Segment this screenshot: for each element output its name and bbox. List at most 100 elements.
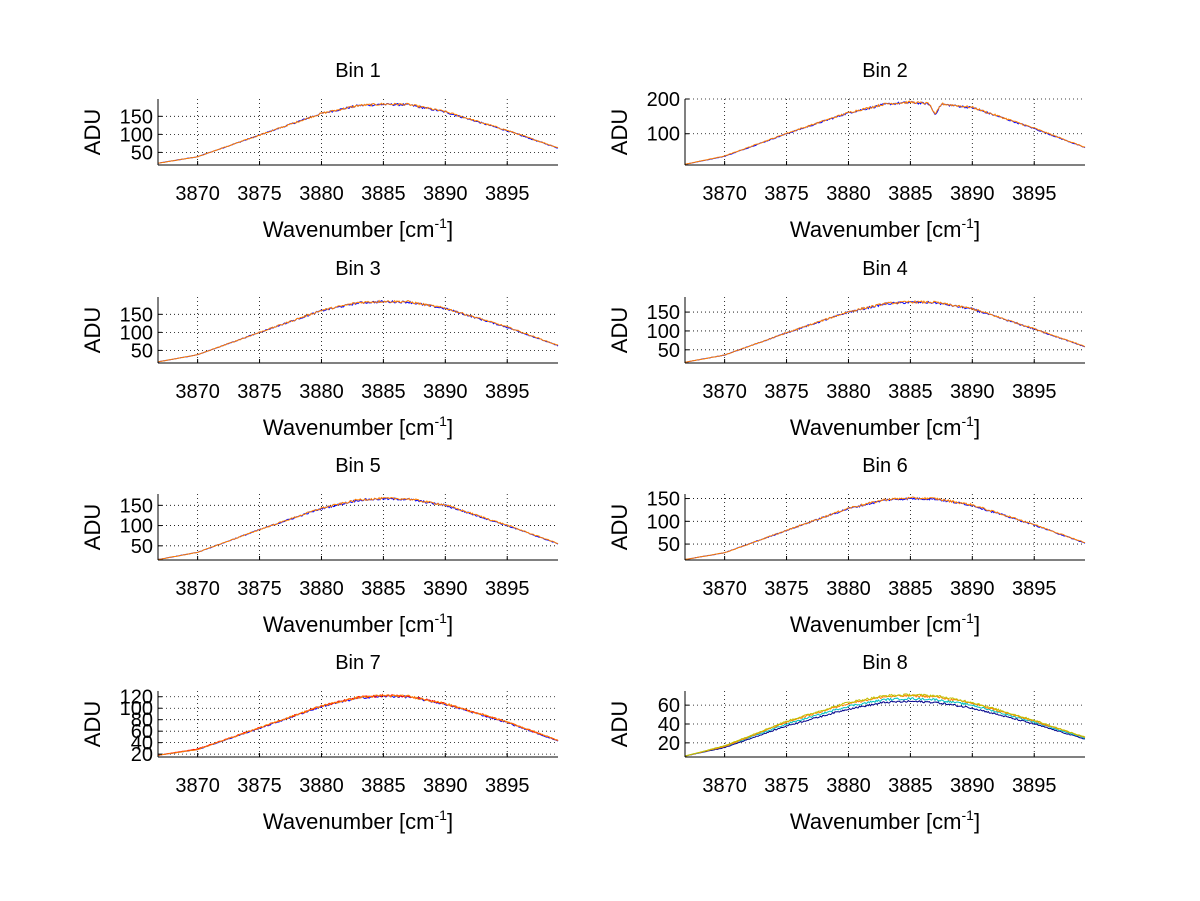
- y-tick-label: 60: [131, 721, 153, 743]
- y-axis-label: ADU: [607, 701, 632, 747]
- x-tick-label: 3890: [423, 578, 468, 600]
- series-line-2: [684, 300, 1086, 363]
- y-tick-label: 150: [647, 302, 680, 324]
- x-tick-label: 3880: [826, 381, 871, 403]
- y-tick-label: 150: [120, 106, 153, 128]
- subplot-title: Bin 6: [862, 455, 908, 477]
- plot-area: [158, 99, 558, 165]
- x-axis-label: Wavenumber [cm-1]: [263, 413, 453, 440]
- x-tick-label: 3885: [888, 381, 933, 403]
- y-tick-label: 100: [120, 124, 153, 146]
- y-tick-label: 150: [120, 304, 153, 326]
- x-tick-label: 3895: [485, 183, 530, 205]
- x-tick-label: 3870: [702, 381, 747, 403]
- series-line-3: [157, 694, 559, 756]
- x-tick-label: 3875: [237, 183, 282, 205]
- x-tick-label: 3870: [702, 775, 747, 797]
- x-tick-label: 3890: [950, 775, 995, 797]
- y-axis-label: ADU: [607, 109, 632, 155]
- plot-area: [685, 99, 1085, 165]
- plot-area: [685, 297, 1085, 363]
- x-tick-label: 3885: [888, 183, 933, 205]
- y-tick-label: 120: [120, 687, 153, 709]
- x-tick-label: 3875: [764, 183, 809, 205]
- subplot-title: Bin 5: [335, 455, 381, 477]
- y-tick-label: 80: [131, 710, 153, 732]
- y-tick-label: 20: [658, 733, 680, 755]
- x-tick-label: 3895: [485, 578, 530, 600]
- x-tick-label: 3870: [175, 578, 220, 600]
- subplot-title: Bin 4: [862, 258, 908, 280]
- x-tick-label: 3885: [361, 381, 406, 403]
- x-tick-label: 3890: [950, 183, 995, 205]
- y-tick-label: 50: [131, 340, 153, 362]
- plot-area: [158, 494, 558, 560]
- y-tick-label: 150: [647, 489, 680, 511]
- x-tick-label: 3880: [826, 775, 871, 797]
- x-tick-label: 3880: [299, 381, 344, 403]
- y-tick-label: 100: [647, 321, 680, 343]
- x-tick-label: 3875: [764, 381, 809, 403]
- subplot-title: Bin 3: [335, 258, 381, 280]
- x-tick-label: 3890: [423, 775, 468, 797]
- x-tick-label: 3870: [175, 775, 220, 797]
- x-tick-label: 3890: [950, 381, 995, 403]
- subplot-title: Bin 2: [862, 60, 908, 82]
- x-tick-label: 3885: [361, 183, 406, 205]
- y-tick-label: 60: [658, 695, 680, 717]
- series-line-2: [157, 299, 559, 363]
- x-axis-label: Wavenumber [cm-1]: [790, 413, 980, 440]
- x-tick-label: 3870: [175, 183, 220, 205]
- y-tick-label: 100: [647, 511, 680, 533]
- x-tick-label: 3895: [1012, 183, 1057, 205]
- x-tick-label: 3880: [826, 578, 871, 600]
- y-tick-label: 100: [647, 124, 680, 146]
- y-tick-label: 50: [131, 536, 153, 558]
- series-line-4: [684, 693, 1086, 757]
- x-tick-label: 3885: [361, 578, 406, 600]
- y-tick-label: 40: [131, 733, 153, 755]
- y-tick-label: 50: [131, 142, 153, 164]
- x-tick-label: 3880: [299, 183, 344, 205]
- y-tick-label: 100: [120, 698, 153, 720]
- x-tick-label: 3875: [237, 578, 282, 600]
- y-axis-label: ADU: [607, 504, 632, 550]
- x-axis-label: Wavenumber [cm-1]: [263, 807, 453, 834]
- y-tick-label: 20: [131, 744, 153, 766]
- subplot-title: Bin 7: [335, 652, 381, 674]
- y-tick-label: 150: [120, 495, 153, 517]
- series-line-1: [684, 699, 1085, 757]
- x-tick-label: 3890: [423, 381, 468, 403]
- y-axis-label: ADU: [80, 109, 105, 155]
- series-line-2: [684, 697, 1085, 757]
- x-axis-label: Wavenumber [cm-1]: [790, 807, 980, 834]
- subplot-title: Bin 1: [335, 60, 381, 82]
- series-line-2: [157, 102, 559, 164]
- x-tick-label: 3875: [237, 775, 282, 797]
- x-tick-label: 3890: [423, 183, 468, 205]
- x-tick-label: 3870: [175, 381, 220, 403]
- x-tick-label: 3880: [299, 775, 344, 797]
- x-tick-label: 3890: [950, 578, 995, 600]
- y-tick-label: 50: [658, 340, 680, 362]
- x-tick-label: 3895: [1012, 578, 1057, 600]
- plot-area: [685, 494, 1085, 560]
- x-tick-label: 3870: [702, 578, 747, 600]
- y-tick-label: 100: [120, 516, 153, 538]
- y-tick-label: 40: [658, 714, 680, 736]
- x-tick-label: 3895: [1012, 775, 1057, 797]
- x-axis-label: Wavenumber [cm-1]: [263, 610, 453, 637]
- y-axis-label: ADU: [80, 307, 105, 353]
- x-tick-label: 3880: [826, 183, 871, 205]
- x-tick-label: 3885: [888, 775, 933, 797]
- x-tick-label: 3895: [1012, 381, 1057, 403]
- x-tick-label: 3880: [299, 578, 344, 600]
- subplot-bin-2: 3870 3875 3880 3885 3890 3895 100 200 Bin 2 Waven…: [607, 60, 1086, 242]
